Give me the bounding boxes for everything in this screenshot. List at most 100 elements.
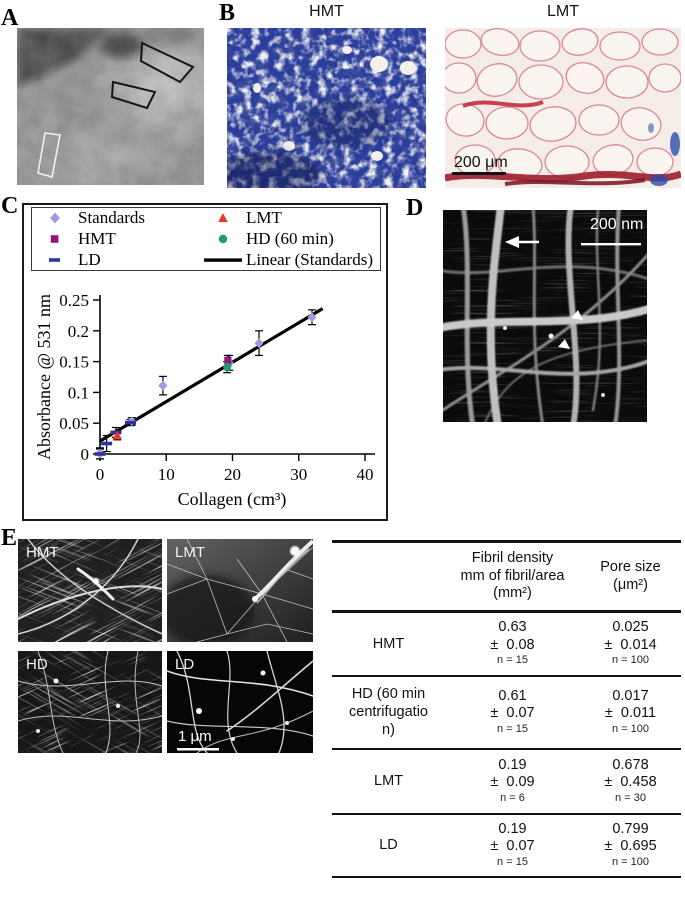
svg-text:0: 0 (96, 465, 105, 484)
svg-text:0.2: 0.2 (68, 322, 89, 341)
panel-label-d: D (406, 195, 424, 221)
value: 0.678 (612, 756, 649, 773)
value: 0.017 (612, 687, 649, 704)
legend-item-linear-fit: Linear (Standards) (200, 250, 380, 270)
panel-label-c: C (1, 193, 19, 219)
uncertainty: ± 0.07 (490, 838, 535, 855)
svg-text:0: 0 (81, 445, 90, 464)
uncertainty: ± 0.07 (490, 705, 535, 722)
table-header-row: Fibril density mm of fibril/area (mm²) P… (332, 541, 681, 612)
roi-outline-black-1 (139, 41, 195, 84)
legend-label: HMT (78, 229, 116, 248)
fibril-density-cell: 0.63 ± 0.08 n = 15 (445, 612, 580, 676)
fibril-density-cell: 0.19 ± 0.09 n = 6 (445, 749, 580, 814)
table-header-fibril-density: Fibril density mm of fibril/area (mm²) (460, 549, 565, 602)
pore-size-cell: 0.017 ± 0.011 n = 100 (580, 676, 681, 749)
pore-size-cell: 0.678 ± 0.458 n = 30 (580, 749, 681, 814)
svg-text:0.1: 0.1 (68, 383, 89, 402)
legend-item-standards: Standards (32, 208, 200, 228)
svg-text:10: 10 (158, 465, 175, 484)
table-header-pore-size: Pore size (μm²) (600, 558, 661, 593)
sem-tile-hmt (18, 539, 162, 642)
circle-marker-icon (200, 232, 246, 246)
table-row-hmt: HMT 0.63 ± 0.08 n = 15 0.025 ± 0.014 n =… (332, 612, 681, 676)
pore-size-cell: 0.799 ± 0.695 n = 100 (580, 814, 681, 877)
svg-text:0.15: 0.15 (59, 353, 89, 372)
scale-bar-label-200nm: 200 nm (590, 216, 644, 233)
value: 0.025 (612, 619, 649, 636)
table-row-hd: HD (60 min centrifugatio n) 0.61 ± 0.07 … (332, 676, 681, 749)
chart-legend: Standards HMT LD LMT HD (60 mi (31, 207, 381, 271)
tile-label-ld: LD (175, 656, 195, 673)
legend-label: Standards (78, 208, 146, 227)
value: 0.19 (498, 820, 527, 837)
arrowhead-annotation-1 (571, 310, 583, 320)
legend-label: HD (60 min) (246, 229, 334, 248)
table-row-ld: LD 0.19 ± 0.07 n = 15 0.799 ± 0.695 n = … (332, 814, 681, 877)
scale-bar-label-1um: 1 μm (178, 728, 212, 745)
fibril-density-cell: 0.61 ± 0.07 n = 15 (445, 676, 580, 749)
sample-size: n = 100 (611, 654, 649, 667)
scale-bar-label-200um: 200 μm (454, 154, 508, 171)
roi-outline-white (37, 132, 61, 179)
sample-size: n = 15 (497, 722, 528, 735)
uncertainty: ± 0.08 (490, 636, 535, 653)
sample-size: n = 6 (500, 791, 525, 804)
arrow-annotation (505, 236, 539, 248)
histology-lmt-image (445, 28, 681, 188)
collagen-assay-panel: Standards HMT LD LMT HD (60 mi (22, 203, 388, 521)
value: 0.61 (498, 687, 527, 704)
fibril-density-cell: 0.19 ± 0.07 n = 15 (445, 814, 580, 877)
fibril-metrics-table: Fibril density mm of fibril/area (mm²) P… (332, 540, 681, 878)
legend-item-hd: HD (60 min) (200, 229, 380, 249)
uncertainty: ± 0.458 (604, 774, 657, 791)
pore-size-cell: 0.025 ± 0.014 n = 100 (580, 612, 681, 676)
roi-outline-black-2 (110, 80, 157, 110)
row-label: LD (379, 836, 398, 853)
sample-size: n = 100 (611, 722, 649, 735)
legend-label: LD (78, 250, 101, 269)
triangle-marker-icon (200, 211, 246, 225)
sem-tile-lmt (167, 539, 313, 642)
svg-text:0.25: 0.25 (59, 291, 89, 310)
scale-bar-rule-200um (452, 172, 506, 175)
svg-text:0.05: 0.05 (59, 414, 89, 433)
value: 0.63 (498, 619, 527, 636)
uncertainty: ± 0.011 (604, 705, 657, 722)
panel-label-e: E (1, 525, 18, 551)
mammogram-image (17, 28, 204, 185)
histology-hmt-title: HMT (309, 3, 344, 20)
uncertainty: ± 0.014 (604, 636, 657, 653)
square-marker-icon (32, 232, 78, 246)
svg-text:40: 40 (357, 465, 374, 484)
sem-tile-ld (167, 651, 313, 753)
tile-label-lmt: LMT (175, 544, 205, 561)
histology-hmt-image (227, 28, 426, 188)
legend-item-hmt: HMT (32, 229, 200, 249)
panel-label-a: A (1, 5, 19, 31)
tile-label-hd: HD (26, 656, 48, 673)
row-label: HMT (372, 635, 405, 652)
diamond-marker-icon (32, 211, 78, 225)
uncertainty: ± 0.09 (490, 774, 535, 791)
legend-label: LMT (246, 208, 282, 227)
row-label: LMT (374, 772, 403, 789)
line-marker-icon (200, 253, 246, 267)
table-row-lmt: LMT 0.19 ± 0.09 n = 6 0.678 ± 0.458 n = … (332, 749, 681, 814)
histology-lmt-title: LMT (547, 3, 579, 20)
dash-marker-icon (32, 253, 78, 267)
scale-bar-rule-200nm (581, 243, 641, 246)
arrowhead-annotation-2 (558, 339, 570, 349)
row-label: HD (60 min centrifugatio n) (349, 685, 428, 739)
sample-size: n = 30 (615, 791, 646, 804)
scale-bar-rule-1um (177, 748, 219, 751)
svg-text:Absorbance @ 531 nm: Absorbance @ 531 nm (34, 294, 54, 460)
tile-label-hmt: HMT (26, 544, 59, 561)
svg-text:30: 30 (290, 465, 307, 484)
legend-item-ld: LD (32, 250, 200, 270)
sem-tile-hd (18, 651, 162, 753)
uncertainty: ± 0.695 (604, 838, 657, 855)
value: 0.19 (498, 756, 527, 773)
sample-size: n = 15 (497, 654, 528, 667)
